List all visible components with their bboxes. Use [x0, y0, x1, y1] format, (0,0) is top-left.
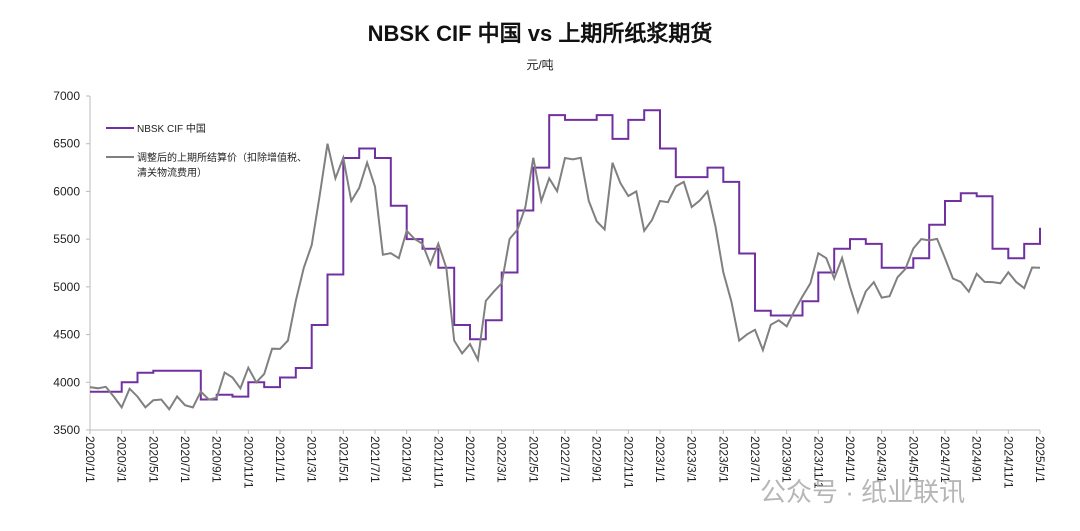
x-tick-label: 2024/5/1: [906, 436, 920, 483]
y-tick-label: 4500: [53, 328, 80, 342]
y-tick-label: 3500: [53, 423, 80, 437]
x-tick-label: 2023/5/1: [716, 436, 730, 483]
x-tick-label: 2022/7/1: [558, 436, 572, 483]
series-line-0: [90, 109, 1041, 401]
x-tick-label: 2021/7/1: [368, 436, 382, 483]
watermark: 公众号 · 纸业联讯: [760, 477, 966, 507]
x-tick-label: 2020/7/1: [178, 436, 192, 483]
legend-label-1: 调整后的上期所结算价（扣除增值税、清关物流费用）: [137, 151, 307, 179]
x-tick-label: 2021/11/1: [431, 436, 445, 489]
x-tick-label: 2025/1/1: [1033, 436, 1047, 483]
x-tick-label: 2022/5/1: [526, 436, 540, 483]
x-tick-label: 2021/9/1: [400, 436, 414, 483]
x-tick-label: 2023/3/1: [685, 436, 699, 483]
x-tick-label: 2020/9/1: [210, 436, 224, 483]
x-tick-label: 2024/9/1: [970, 436, 984, 483]
x-tick-label: 2020/3/1: [115, 436, 129, 483]
x-tick-label: 2021/5/1: [336, 436, 350, 483]
series-line-1: [89, 143, 1041, 412]
x-tick-label: 2021/1/1: [273, 436, 287, 483]
y-tick-label: 6000: [53, 184, 80, 198]
y-unit-label: 元/吨: [526, 58, 554, 72]
x-tick-label: 2020/1/1: [83, 436, 97, 483]
x-tick-label: 2023/1/1: [653, 436, 667, 483]
y-tick-label: 5000: [53, 280, 80, 294]
x-tick-label: 2023/7/1: [748, 436, 762, 483]
x-tick-label: 2022/3/1: [495, 436, 509, 483]
x-tick-label: 2024/7/1: [938, 436, 952, 483]
x-tick-label: 2022/1/1: [463, 436, 477, 483]
x-tick-label: 2022/11/1: [621, 436, 635, 489]
x-tick-label: 2024/3/1: [875, 436, 889, 483]
x-tick-label: 2023/11/1: [811, 436, 825, 489]
y-tick-label: 4000: [53, 375, 80, 389]
x-tick-label: 2024/11/1: [1001, 436, 1015, 489]
y-tick-label: 6500: [53, 137, 80, 151]
legend-label-0: NBSK CIF 中国: [137, 122, 206, 135]
chart-title: NBSK CIF 中国 vs 上期所纸浆期货: [367, 21, 713, 46]
x-tick-label: 2023/9/1: [780, 436, 794, 483]
x-tick-label: 2024/1/1: [843, 436, 857, 483]
x-tick-label: 2020/5/1: [146, 436, 160, 483]
y-tick-label: 5500: [53, 232, 80, 246]
x-tick-label: 2020/11/1: [241, 436, 255, 489]
x-tick-label: 2021/3/1: [305, 436, 319, 483]
y-tick-label: 7000: [53, 89, 80, 103]
x-tick-label: 2022/9/1: [590, 436, 604, 483]
